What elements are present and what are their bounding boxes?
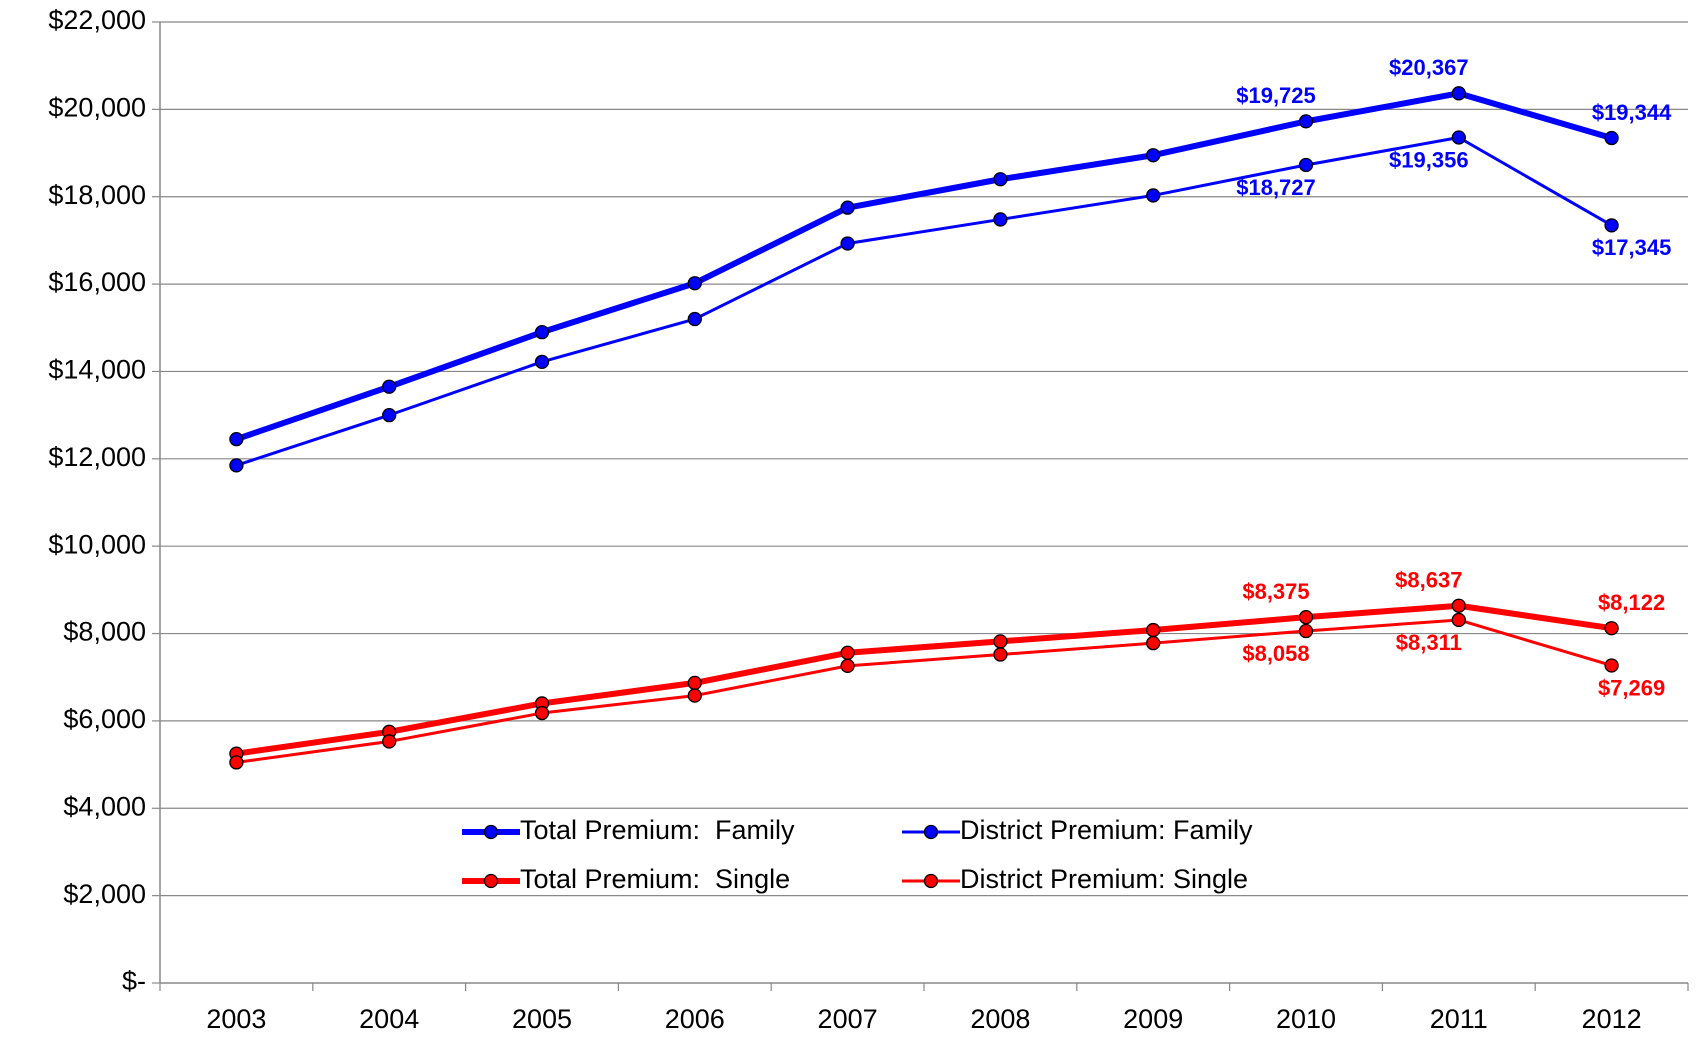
point: [840, 658, 855, 674]
point: [1604, 658, 1619, 673]
point: [840, 236, 855, 251]
point: [1298, 623, 1314, 639]
x-tick-label: 2007: [818, 1004, 878, 1034]
value-label: $7,269: [1598, 675, 1665, 700]
x-tick-label: 2008: [970, 1004, 1030, 1034]
y-tick-label: $20,000: [48, 92, 146, 122]
x-tick-label: 2011: [1430, 1004, 1488, 1034]
point: [840, 645, 855, 660]
point: [993, 172, 1008, 187]
point: [229, 458, 244, 473]
y-tick-label: $4,000: [63, 791, 146, 821]
series-line: [235, 135, 1613, 467]
x-tick-label: 2003: [206, 1004, 266, 1034]
point: [687, 276, 702, 291]
point: [1451, 598, 1466, 613]
value-label: $8,122: [1598, 590, 1665, 615]
point: [229, 755, 244, 770]
y-tick-label: $6,000: [63, 704, 146, 734]
point: [534, 354, 550, 369]
legend-marker: [483, 873, 499, 889]
legend-marker: [923, 873, 939, 889]
point: [1298, 114, 1314, 129]
point: [1146, 188, 1161, 203]
series-line: [235, 90, 1613, 442]
point: [687, 311, 702, 327]
point: [534, 324, 550, 340]
y-tick-label: $14,000: [48, 355, 146, 385]
legend-marker: [923, 824, 939, 840]
point: [1146, 622, 1161, 638]
y-tick-label: $12,000: [48, 442, 146, 472]
legend-label: Total Premium: Single: [520, 864, 790, 894]
legend-label: District Premium: Single: [960, 864, 1248, 894]
point: [1146, 636, 1161, 651]
point: [382, 407, 397, 423]
y-tick-label: $16,000: [48, 267, 146, 297]
y-tick-label: $18,000: [48, 180, 146, 210]
point: [1604, 621, 1619, 636]
value-label: $20,367: [1389, 55, 1469, 80]
series-line: [236, 618, 1613, 764]
point: [1298, 610, 1314, 625]
point: [1298, 157, 1314, 173]
value-label: $8,637: [1395, 568, 1462, 593]
point: [1451, 86, 1466, 101]
point: [993, 634, 1008, 649]
x-tick-label: 2010: [1276, 1004, 1336, 1034]
value-label: $19,356: [1389, 147, 1469, 172]
x-tick-label: 2006: [665, 1004, 725, 1034]
legend-label: Total Premium: Family: [520, 815, 795, 845]
point: [534, 705, 550, 721]
y-tick-label: $-: [122, 966, 146, 996]
legend-marker: [483, 824, 499, 840]
point: [993, 212, 1008, 227]
y-tick-label: $22,000: [48, 5, 146, 35]
point: [1604, 218, 1619, 233]
x-tick-label: 2009: [1123, 1004, 1183, 1034]
point: [1146, 148, 1161, 163]
point: [1604, 130, 1619, 146]
series-line: [235, 602, 1613, 757]
point: [687, 688, 702, 703]
value-label: $17,345: [1592, 235, 1672, 260]
point: [993, 647, 1008, 662]
y-tick-label: $10,000: [48, 529, 146, 559]
value-label: $18,727: [1236, 175, 1316, 200]
y-tick-label: $2,000: [63, 879, 146, 909]
value-label: $19,344: [1592, 100, 1672, 125]
x-tick-label: 2012: [1582, 1004, 1642, 1034]
legend-label: District Premium: Family: [960, 815, 1253, 845]
x-tick-label: 2004: [359, 1004, 419, 1034]
point: [1451, 130, 1466, 145]
value-label: $19,725: [1236, 83, 1316, 108]
point: [1451, 612, 1466, 628]
point: [687, 675, 702, 691]
point: [840, 200, 855, 215]
point: [229, 432, 244, 447]
value-label: $8,058: [1242, 641, 1309, 666]
value-label: $8,375: [1242, 579, 1309, 604]
value-label: $8,311: [1396, 630, 1462, 655]
x-tick-label: 2005: [512, 1004, 572, 1034]
point: [382, 379, 397, 394]
point: [382, 734, 397, 749]
y-tick-label: $8,000: [63, 617, 146, 647]
